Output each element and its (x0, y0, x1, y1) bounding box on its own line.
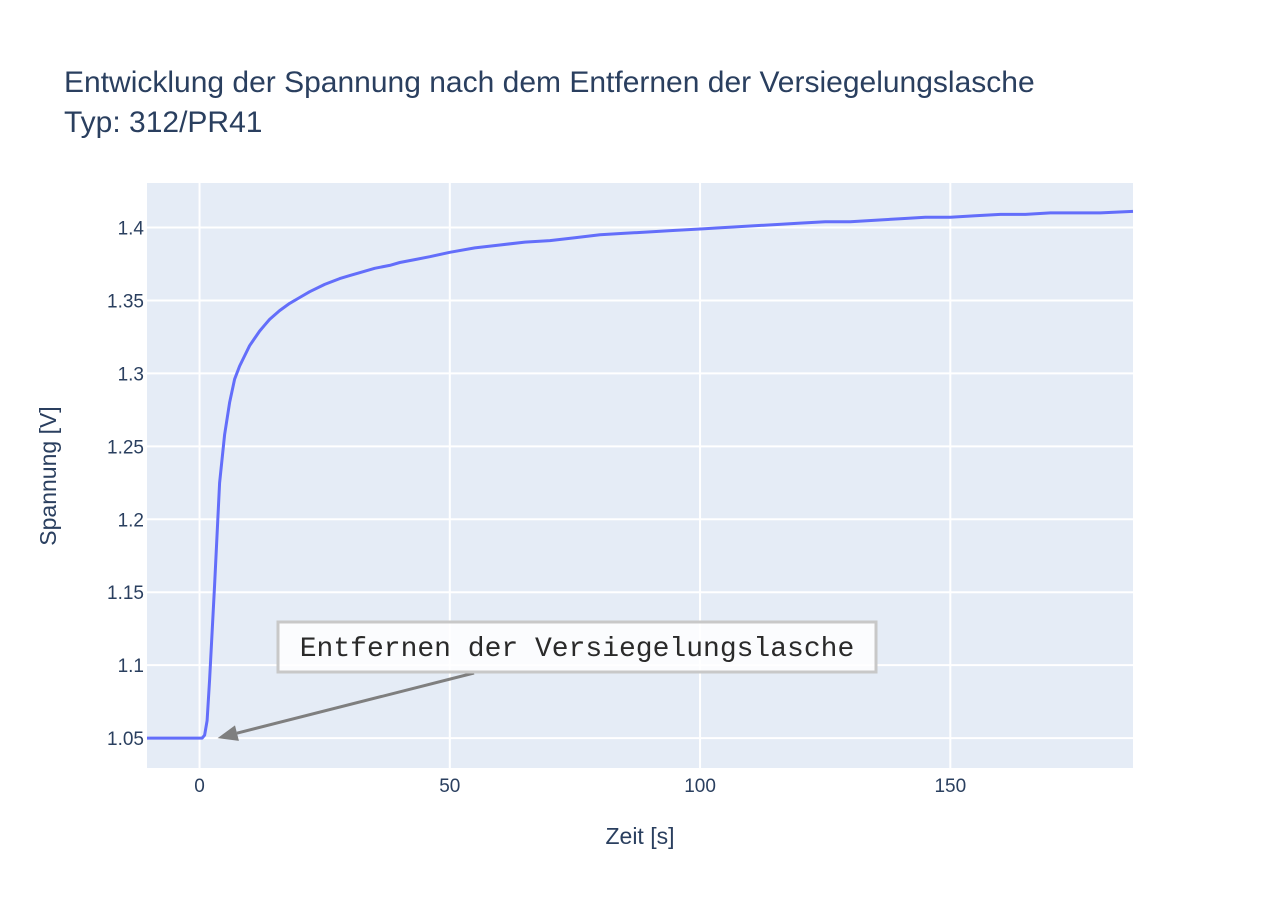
y-tick-label: 1.35 (107, 291, 144, 312)
y-tick-label: 1.05 (107, 729, 144, 750)
y-tick-label: 1.4 (118, 218, 145, 239)
annotation-arrowhead (217, 725, 239, 741)
y-tick-label: 1.2 (118, 510, 144, 531)
y-tick-label: 1.25 (107, 437, 144, 458)
x-tick-label: 50 (439, 776, 460, 797)
x-tick-label: 0 (194, 776, 205, 797)
y-tick-labels: 1.05 1.1 1.15 1.2 1.25 1.3 1.35 1.4 (107, 218, 144, 750)
chart-title: Entwicklung der Spannung nach dem Entfer… (64, 66, 1035, 99)
plot-area (147, 183, 1133, 768)
annotation-arrow-line (236, 671, 475, 735)
y-tick-label: 1.15 (107, 583, 144, 604)
x-tick-label: 100 (684, 776, 716, 797)
y-tick-label: 1.1 (118, 656, 144, 677)
y-tick-label: 1.3 (118, 364, 144, 385)
annotation-box (276, 620, 878, 674)
y-axis-title: Spannung [V] (35, 406, 61, 545)
chart-subtitle: Typ: 312/PR41 (64, 106, 262, 139)
annotation-text: Entfernen der Versiegelungslasche (300, 634, 855, 665)
x-tick-label: 150 (934, 776, 966, 797)
x-axis-title: Zeit [s] (605, 823, 674, 849)
series-layer (147, 209, 1134, 740)
x-tick-labels: 0 50 100 150 (194, 776, 966, 797)
series-line-0 (147, 209, 1134, 740)
annotation: Entfernen der Versiegelungslasche (217, 620, 878, 741)
